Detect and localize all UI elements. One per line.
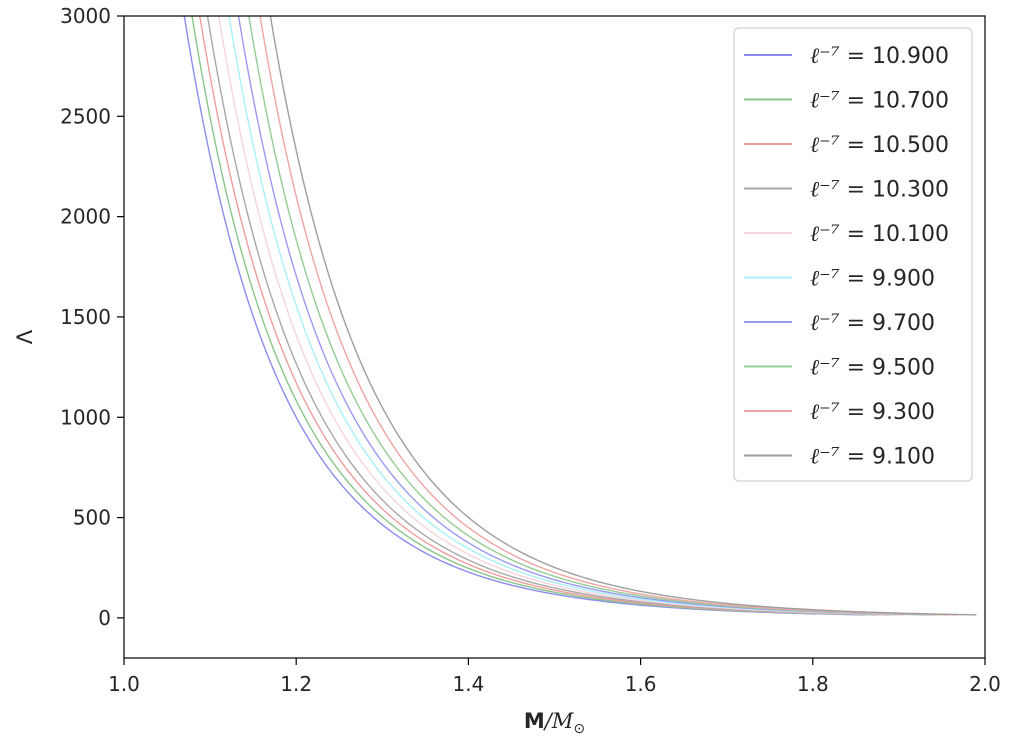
legend-entry: ℓ⁻⁷ = 9.700 <box>810 311 935 336</box>
x-tick-label: 1.0 <box>108 672 140 696</box>
series-group <box>183 16 977 616</box>
x-axis: 1.0 1.2 1.4 1.6 1.8 2.0 <box>108 658 1001 696</box>
legend-entry: ℓ⁻⁷ = 10.500 <box>810 133 949 158</box>
plot-frame <box>123 15 986 659</box>
x-tick-label: 1.6 <box>625 672 657 696</box>
legend-entry: ℓ⁻⁷ = 10.100 <box>810 222 949 247</box>
y-axis-label: Λ <box>13 329 37 344</box>
x-tick-label: 1.4 <box>452 672 484 696</box>
x-axis-label: M/M⊙ <box>524 709 585 737</box>
y-tick-label: 500 <box>73 506 111 530</box>
legend-entry: ℓ⁻⁷ = 9.100 <box>810 445 935 470</box>
legend-box <box>733 27 973 482</box>
legend-entry: ℓ⁻⁷ = 9.300 <box>810 400 935 425</box>
series-line-9 <box>259 16 958 616</box>
legend-entry: ℓ⁻⁷ = 10.300 <box>810 178 949 203</box>
y-tick-label: 2500 <box>60 104 111 128</box>
x-tick-label: 1.8 <box>797 672 829 696</box>
y-tick-label: 3000 <box>60 4 111 28</box>
series-line-10 <box>269 16 977 616</box>
legend-entry: ℓ⁻⁷ = 9.900 <box>810 267 935 292</box>
legend-entry: ℓ⁻⁷ = 10.900 <box>810 44 949 69</box>
y-tick-label: 1000 <box>60 405 111 429</box>
x-tick-label: 2.0 <box>969 672 1001 696</box>
legend-entry: ℓ⁻⁷ = 9.500 <box>810 356 935 381</box>
y-axis: 0 500 1000 1500 2000 2500 3000 <box>60 4 124 630</box>
x-tick-label: 1.2 <box>280 672 312 696</box>
legend: ℓ⁻⁷ = 10.900 ℓ⁻⁷ = 10.700 ℓ⁻⁷ = 10.500 ℓ⁻⁷ … <box>733 27 973 482</box>
legend-entry: ℓ⁻⁷ = 10.700 <box>810 89 949 114</box>
y-tick-label: 0 <box>98 606 111 630</box>
y-tick-label: 2000 <box>60 205 111 229</box>
y-tick-label: 1500 <box>60 305 111 329</box>
